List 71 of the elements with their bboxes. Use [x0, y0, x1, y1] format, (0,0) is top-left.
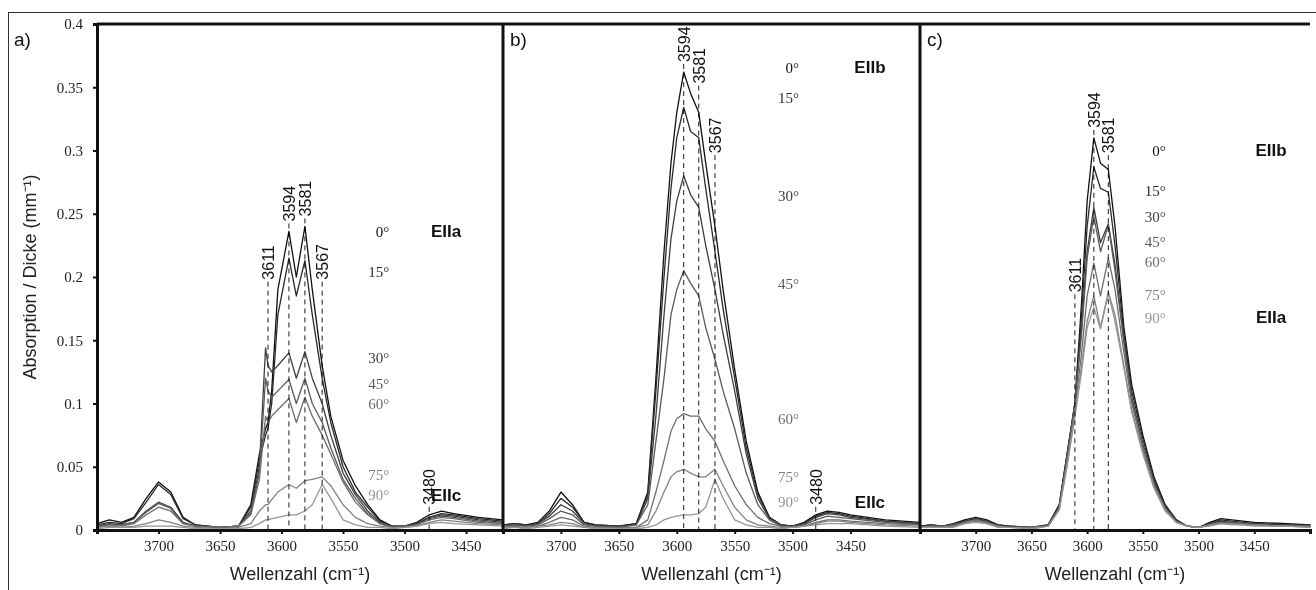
ref-line-label: 3480: [807, 469, 825, 505]
ref-line-label: 3611: [260, 245, 278, 280]
x-tick-label: 3550: [328, 537, 359, 554]
x-tick-label: 3650: [604, 537, 635, 554]
y-tick-label: 0.1: [64, 395, 83, 412]
text: 0°: [785, 59, 800, 76]
series-label: 90°: [1144, 309, 1166, 326]
x-tick-label: 3700: [546, 537, 577, 554]
text: 15°: [778, 90, 800, 107]
ref-line-label: 3594: [675, 26, 693, 63]
x-axis-title: Wellenzahl (cm⁻¹): [229, 564, 371, 584]
annotation: EIIa: [431, 222, 462, 242]
text: 60°: [368, 395, 390, 412]
ref-line-label: 3567: [706, 117, 724, 154]
x-tick-label: 3600: [267, 537, 298, 554]
series-label: 90°: [778, 494, 800, 511]
ref-line-label: 3581: [296, 180, 314, 217]
text: 0°: [375, 223, 390, 240]
ref-line-label: 3581: [690, 47, 708, 84]
text: 75°: [1144, 286, 1166, 303]
text: 30°: [778, 188, 800, 205]
x-tick-label: 3450: [1239, 537, 1270, 554]
ref-line-label: 3581: [1100, 117, 1118, 154]
y-axis-title: Absorption / Dicke (mm⁻¹): [20, 174, 40, 380]
text: 30°: [1144, 208, 1166, 225]
text: 60°: [1144, 254, 1166, 271]
x-tick-label: 3700: [961, 537, 992, 554]
x-tick-label: 3600: [662, 537, 693, 554]
text: 75°: [368, 466, 390, 483]
y-tick-label: 0.15: [56, 332, 83, 349]
x-tick-label: 3550: [1128, 537, 1159, 554]
text: 15°: [1144, 183, 1166, 200]
y-tick-label: 0.35: [56, 79, 83, 96]
ref-line-label: 3594: [280, 185, 298, 222]
x-axis-title: Wellenzahl (cm⁻¹): [641, 564, 782, 584]
annotation: EIIb: [1255, 141, 1287, 161]
x-tick-label: 3500: [390, 537, 421, 554]
y-tick-label: 0.3: [64, 142, 83, 159]
y-tick-label: 0.05: [56, 459, 83, 476]
y-tick-label: 0.4: [64, 16, 84, 33]
ref-line-label: 3567: [314, 243, 332, 280]
text: 30°: [368, 350, 390, 367]
y-tick-label: 0: [75, 522, 83, 539]
annotation: EIIc: [854, 493, 886, 513]
x-tick-label: 3450: [836, 537, 866, 554]
x-tick-label: 3500: [778, 537, 809, 554]
series-label: 90°: [368, 486, 390, 503]
ref-line-label: 3611: [1066, 257, 1084, 293]
text: 0°: [1152, 142, 1166, 159]
y-tick-label: 0.2: [64, 269, 83, 286]
annotation: EIIa: [1255, 308, 1287, 328]
x-tick-label: 3450: [451, 537, 482, 554]
text: 15°: [368, 264, 390, 281]
x-tick-label: 3600: [1072, 537, 1103, 554]
x-tick-label: 3550: [720, 537, 751, 554]
ref-line-label: 3594: [1085, 92, 1103, 128]
x-tick-label: 3650: [1016, 537, 1047, 554]
text: 45°: [778, 276, 800, 293]
text: 45°: [1144, 233, 1166, 250]
text: 60°: [778, 410, 800, 427]
chart-title: b): [510, 29, 527, 50]
y-tick-label: 0.25: [56, 206, 83, 223]
annotation: EIIb: [854, 58, 886, 78]
text: 45°: [368, 375, 390, 392]
chart-title: c): [927, 29, 943, 50]
chart-title: a): [14, 29, 31, 50]
text: 75°: [778, 469, 800, 486]
x-tick-label: 3700: [144, 537, 175, 554]
x-tick-label: 3500: [1184, 537, 1215, 554]
x-axis-title: Wellenzahl (cm⁻¹): [1044, 564, 1186, 584]
x-tick-label: 3650: [205, 537, 236, 554]
